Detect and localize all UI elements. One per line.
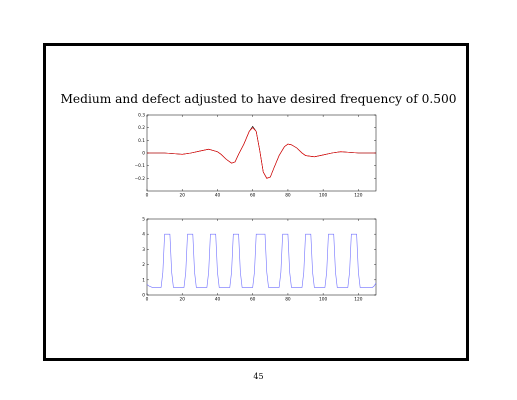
bottom-y-tick-label: 0 bbox=[142, 293, 145, 299]
top-x-tick-label: 100 bbox=[319, 193, 327, 199]
top-y-tick-label: 0.3 bbox=[138, 113, 145, 119]
bottom-y-tick-label: 2 bbox=[142, 262, 145, 268]
top-x-tick-label: 0 bbox=[146, 193, 149, 199]
top-x-tick-label: 60 bbox=[250, 193, 256, 199]
top-y-tick-label: 0.2 bbox=[138, 125, 145, 131]
top-y-tick-label: 0 bbox=[142, 151, 145, 157]
bottom-x-tick-label: 120 bbox=[354, 297, 362, 303]
bottom-series-line-0 bbox=[146, 233, 377, 288]
bottom-x-tick-label: 40 bbox=[215, 297, 221, 303]
top-signal-chart: 0 20 40 60 80 100 120 −0.2 −0.1 0 0.1 0.2 0.3 bbox=[135, 113, 377, 199]
bottom-plot-area bbox=[146, 218, 377, 296]
bottom-index-chart: 0 20 40 60 80 100 120 0 1 2 3 4 5 bbox=[142, 217, 377, 303]
slide-title: Medium and defect adjusted to have desir… bbox=[60, 92, 457, 106]
top-y-tick-label: −0.2 bbox=[135, 176, 146, 182]
top-x-tick-label: 80 bbox=[285, 193, 291, 199]
slide-frame bbox=[43, 43, 469, 361]
top-series-line-1 bbox=[147, 127, 376, 179]
top-x-tick-label: 120 bbox=[354, 193, 362, 199]
top-series-line-0 bbox=[147, 125, 376, 179]
bottom-y-tick-label: 3 bbox=[142, 247, 145, 253]
top-y-tick-label: 0.1 bbox=[138, 138, 145, 144]
bottom-y-tick-label: 1 bbox=[142, 277, 145, 283]
top-x-tick-label: 40 bbox=[215, 193, 221, 199]
bottom-x-tick-label: 80 bbox=[285, 297, 291, 303]
top-x-tick-label: 20 bbox=[179, 193, 185, 199]
bottom-x-tick-label: 60 bbox=[250, 297, 256, 303]
page-number: 45 bbox=[253, 372, 264, 381]
bottom-y-tick-label: 5 bbox=[142, 217, 145, 223]
top-y-tick-label: −0.1 bbox=[135, 163, 146, 169]
bottom-y-tick-label: 4 bbox=[142, 232, 145, 238]
bottom-x-tick-label: 100 bbox=[319, 297, 327, 303]
top-plot-area bbox=[146, 114, 377, 192]
bottom-x-tick-label: 0 bbox=[146, 297, 149, 303]
bottom-x-tick-label: 20 bbox=[179, 297, 185, 303]
